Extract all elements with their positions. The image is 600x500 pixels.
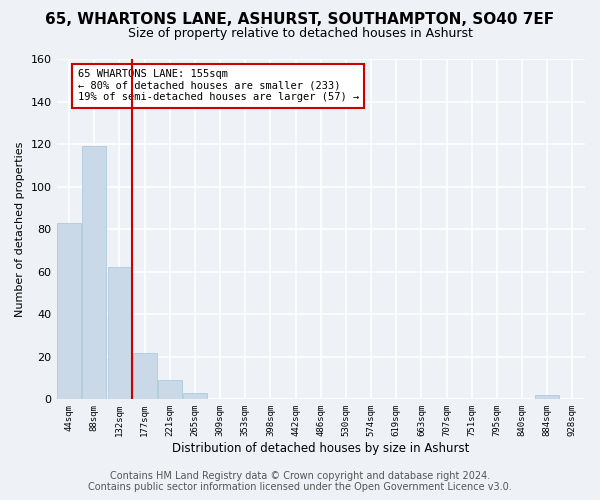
Text: 65, WHARTONS LANE, ASHURST, SOUTHAMPTON, SO40 7EF: 65, WHARTONS LANE, ASHURST, SOUTHAMPTON,…: [46, 12, 554, 28]
Bar: [107, 268, 131, 400]
Bar: [133, 352, 157, 400]
Bar: [158, 380, 182, 400]
Text: Contains HM Land Registry data © Crown copyright and database right 2024.
Contai: Contains HM Land Registry data © Crown c…: [88, 471, 512, 492]
Bar: [57, 223, 81, 400]
X-axis label: Distribution of detached houses by size in Ashurst: Distribution of detached houses by size …: [172, 442, 469, 455]
Y-axis label: Number of detached properties: Number of detached properties: [15, 142, 25, 317]
Bar: [183, 393, 207, 400]
Bar: [82, 146, 106, 400]
Text: Size of property relative to detached houses in Ashurst: Size of property relative to detached ho…: [128, 28, 472, 40]
Text: 65 WHARTONS LANE: 155sqm
← 80% of detached houses are smaller (233)
19% of semi-: 65 WHARTONS LANE: 155sqm ← 80% of detach…: [77, 69, 359, 102]
Bar: [535, 395, 559, 400]
